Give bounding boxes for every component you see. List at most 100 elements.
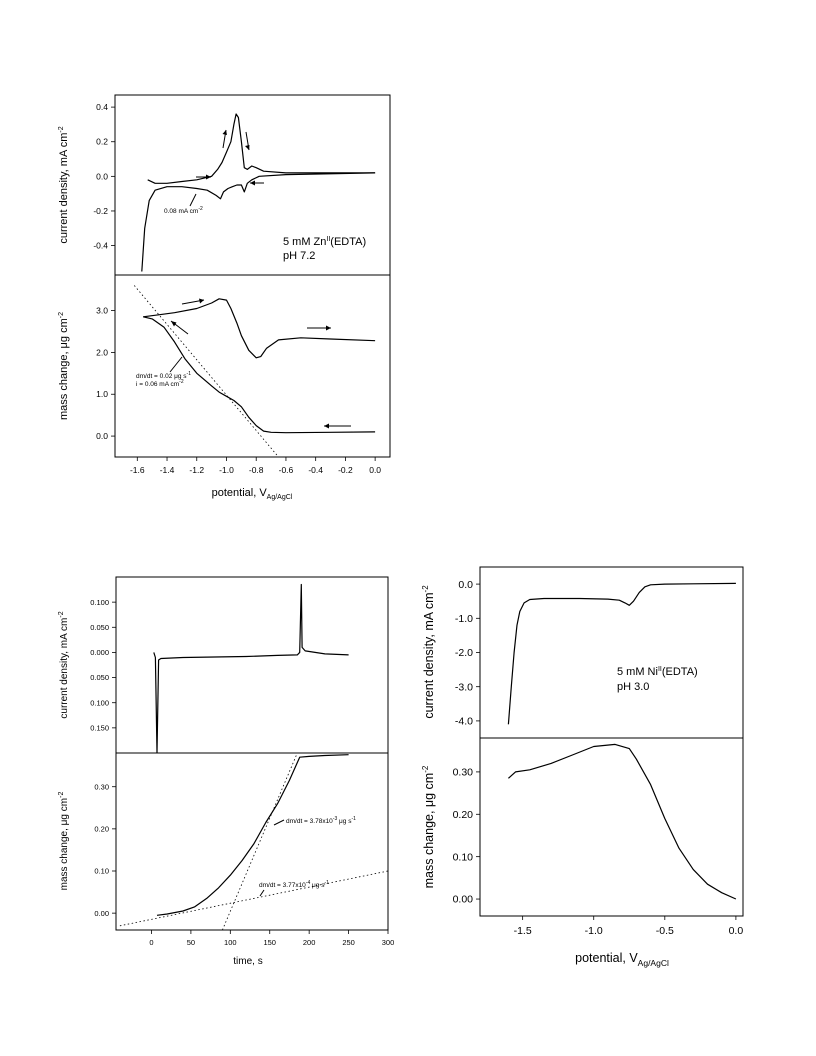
y-tick-label: 0.000 — [90, 648, 109, 657]
ni-chart: 0.0 -1.0 -2.0 -3.0 -4.0 0.30 0.20 0.10 0.00 -1.… — [421, 566, 744, 968]
time-slope-annotation-2-leader — [259, 889, 265, 897]
y-tick-label: 0.00 — [94, 909, 109, 918]
y-tick-label: 0.10 — [94, 867, 109, 876]
y-tick-label: 0.050 — [90, 623, 109, 632]
x-tick-label: 0.0 — [729, 925, 744, 937]
ni-xlabel: potential, VAg/AgCl — [575, 951, 669, 968]
mass-series-line — [507, 743, 737, 900]
x-tick-label: 250 — [342, 938, 355, 947]
x-tick-label: -1.5 — [514, 925, 532, 937]
mass-series-line — [156, 754, 349, 916]
ni-current-ylabel: current density, mA cm-2 — [421, 585, 436, 719]
zn-current-density-annotation: i = 0.06 mA cm-2 — [136, 379, 184, 388]
y-tick-label: -0.2 — [93, 206, 108, 216]
x-tick-label: -0.2 — [338, 465, 353, 475]
zn-mass-tick-labels: 3.0 2.0 1.0 0.0 — [96, 306, 108, 442]
time-xlabel: time, s — [233, 956, 262, 967]
y-tick-label: 0.0 — [458, 579, 473, 591]
y-tick-label: 0.150 — [90, 723, 109, 732]
x-tick-label: -1.6 — [130, 465, 145, 475]
zn-arrow-7-head — [171, 321, 177, 327]
x-tick-label: 0.0 — [369, 465, 381, 475]
zn-current-annotation-leader — [189, 193, 197, 207]
ni-x-tick-labels: -1.5 -1.0 -0.5 0.0 — [514, 925, 744, 937]
time-slope-annotation-1: dm/dt = 3.78x10-3 μg s-1 — [286, 816, 356, 825]
zn-chart: 0.40.20.0-0.2-0.4 3.02.01.00.0 -1.6 -1.4-… — [58, 94, 391, 501]
zn-arrow-8-head — [324, 423, 329, 429]
time-curves — [119, 583, 388, 930]
x-tick-label: -0.8 — [249, 465, 264, 475]
zn-current-ylabel: current density, mA cm-2 — [58, 126, 70, 243]
time-ticks — [112, 601, 389, 934]
x-tick-label: -0.5 — [656, 925, 674, 937]
time-x-tick-labels: 0 50 100 150 200 250 300 — [149, 938, 394, 947]
ni-mass-frame — [479, 737, 744, 917]
x-tick-label: 100 — [224, 938, 237, 947]
mass-series-line — [143, 298, 376, 359]
zn-slope-annotation-leader — [169, 356, 183, 373]
y-tick-label: -4.0 — [455, 716, 473, 728]
y-tick-label: 0.20 — [453, 809, 474, 821]
x-tick-label: -0.6 — [279, 465, 294, 475]
y-tick-label: -0.4 — [93, 241, 108, 251]
y-tick-label: 3.0 — [96, 306, 108, 316]
x-tick-label: -0.4 — [308, 465, 323, 475]
zn-current-tick-labels: 0.4 0.2 0.0 -0.2 -0.4 — [93, 102, 108, 250]
current-series-line — [147, 113, 376, 184]
y-tick-label: 0.30 — [94, 782, 109, 791]
current-series-line — [153, 583, 349, 753]
zn-arrow-5-head — [199, 298, 204, 304]
zn-arrow-4-head — [245, 145, 250, 150]
ni-ph-label: pH 3.0 — [617, 681, 649, 693]
x-tick-label: 0 — [149, 938, 153, 947]
y-tick-label: 0.10 — [453, 851, 474, 863]
y-tick-label: 0.2 — [96, 137, 108, 147]
y-tick-label: 0.30 — [453, 767, 474, 779]
y-tick-label: -3.0 — [455, 681, 473, 693]
ni-mass-ylabel: mass change, μg cm-2 — [421, 765, 436, 888]
time-current-tick-labels: 0.100 0.050 0.000 0.050 0.100 0.150 — [90, 598, 109, 733]
time-slope-annotation-1-leader — [273, 819, 285, 826]
x-tick-label: 50 — [187, 938, 195, 947]
y-tick-label: 0.4 — [96, 102, 108, 112]
fit-line — [133, 285, 279, 457]
zn-current-frame — [114, 94, 391, 276]
x-tick-label: 200 — [303, 938, 316, 947]
time-current-ylabel: current density, mA cm-2 — [58, 611, 70, 718]
y-tick-label: -1.0 — [455, 613, 473, 625]
current-series-line — [507, 582, 736, 725]
x-tick-label: 300 — [382, 938, 395, 947]
fit-line — [222, 753, 298, 930]
y-tick-label: 0.0 — [96, 431, 108, 441]
y-tick-label: 2.0 — [96, 347, 108, 357]
ni-current-tick-labels: 0.0 -1.0 -2.0 -3.0 -4.0 — [455, 579, 473, 728]
mass-series-line — [143, 316, 376, 434]
current-series-line — [141, 172, 376, 272]
zn-slope-annotation: dm/dt = 0.02 μg s-1 — [136, 371, 191, 380]
zn-mass-ylabel: mass change, μg cm-2 — [58, 312, 70, 420]
time-mass-ylabel: mass change, μg cm-2 — [58, 792, 70, 891]
y-tick-label: 0.00 — [453, 894, 474, 906]
zn-x-tick-labels: -1.6 -1.4 -1.2 -1.0 -0.8 -0.6 -0.4 -0.2 0.0 — [130, 465, 381, 475]
ni-curves — [507, 582, 737, 900]
time-slope-annotation-2: dm/dt = 3.77x10-4 μg s-1 — [259, 880, 329, 889]
y-tick-label: 0.20 — [94, 824, 109, 833]
x-tick-label: -1.2 — [189, 465, 204, 475]
zn-current-annotation: 0.08 mA cm-2 — [164, 206, 203, 215]
zn-ph-label: pH 7.2 — [283, 250, 315, 262]
y-tick-label: 0.050 — [90, 673, 109, 682]
zn-arrow-6-head — [326, 325, 331, 331]
y-tick-label: 0.100 — [90, 598, 109, 607]
x-tick-label: -1.4 — [160, 465, 175, 475]
zn-arrow-2-head — [250, 180, 255, 186]
ni-current-frame — [479, 566, 744, 739]
fit-line — [119, 870, 388, 927]
zn-arrow-1-head — [206, 174, 211, 180]
zn-xlabel: potential, VAg/AgCl — [212, 487, 293, 501]
x-tick-label: -1.0 — [219, 465, 234, 475]
x-tick-label: -1.0 — [585, 925, 603, 937]
x-tick-label: 150 — [263, 938, 276, 947]
time-mass-frame — [115, 752, 389, 931]
